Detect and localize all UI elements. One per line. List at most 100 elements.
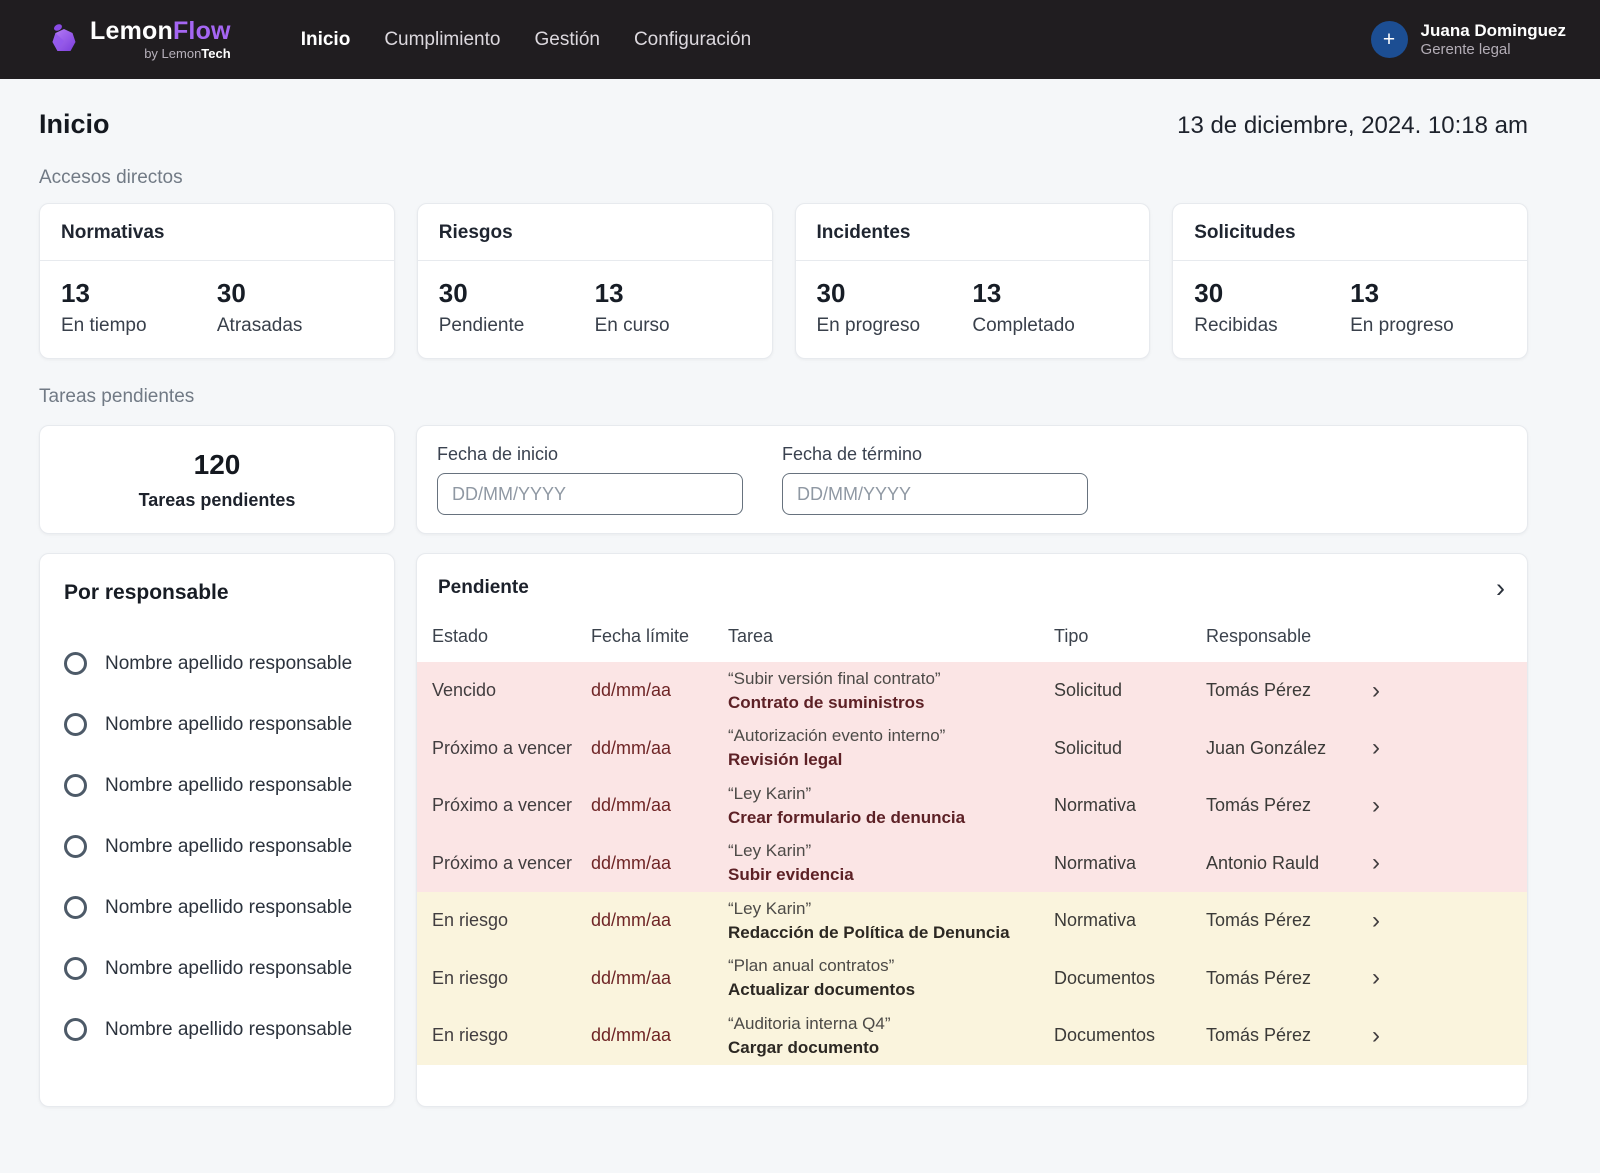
cell-tarea: “Plan anual contratos” Actualizar docume…: [728, 954, 1054, 1002]
cell-responsable: Tomás Pérez: [1206, 1025, 1372, 1046]
card-stat: 13 Completado: [972, 278, 1128, 337]
cell-responsable: Tomás Pérez: [1206, 680, 1372, 701]
responsible-option-label: Nombre apellido responsable: [105, 836, 352, 858]
table-row[interactable]: En riesgo dd/mm/aa “Plan anual contratos…: [417, 950, 1527, 1008]
pending-panel: Pendiente › Estado Fecha límite Tarea Ti…: [416, 553, 1528, 1107]
cell-tarea: “Autorización evento interno” Revisión l…: [728, 724, 1054, 772]
card-stat: 30 Atrasadas: [217, 278, 373, 337]
responsible-option[interactable]: Nombre apellido responsable: [64, 835, 370, 858]
nav-item[interactable]: Configuración: [634, 29, 751, 51]
task-quote: “Ley Karin”: [728, 897, 1054, 921]
nav-item[interactable]: Cumplimiento: [384, 29, 500, 51]
task-title: Contrato de suministros: [728, 691, 1054, 715]
responsible-option[interactable]: Nombre apellido responsable: [64, 774, 370, 797]
card-title: Solicitudes: [1173, 204, 1527, 261]
date-field-label: Fecha de término: [782, 444, 1088, 465]
tasks-count: 120: [194, 449, 241, 481]
cell-tipo: Normativa: [1054, 795, 1206, 816]
task-quote: “Plan anual contratos”: [728, 954, 1054, 978]
stat-label: En progreso: [817, 315, 973, 337]
shortcut-card[interactable]: Incidentes 30 En progreso 13 Completado: [795, 203, 1151, 359]
task-quote: “Auditoria interna Q4”: [728, 1012, 1054, 1036]
brand-logo[interactable]: LemonFlow by LemonTech: [48, 18, 231, 61]
nav-item[interactable]: Gestión: [534, 29, 599, 51]
date-input[interactable]: [437, 473, 743, 515]
stat-value: 13: [1350, 278, 1506, 309]
responsible-option-label: Nombre apellido responsable: [105, 897, 352, 919]
cell-responsable: Antonio Rauld: [1206, 853, 1372, 874]
col-responsable: Responsable: [1206, 626, 1372, 647]
radio-button-icon[interactable]: [64, 713, 87, 736]
shortcuts-section-label: Accesos directos: [39, 167, 1528, 189]
table-row[interactable]: En riesgo dd/mm/aa “Auditoria interna Q4…: [417, 1007, 1527, 1065]
cell-tarea: “Auditoria interna Q4” Cargar documento: [728, 1012, 1054, 1060]
cell-fecha-limite: dd/mm/aa: [591, 910, 728, 931]
stat-label: Atrasadas: [217, 315, 373, 337]
user-name: Juana Dominguez: [1421, 20, 1566, 41]
responsible-option[interactable]: Nombre apellido responsable: [64, 713, 370, 736]
cell-fecha-limite: dd/mm/aa: [591, 853, 728, 874]
task-quote: “Subir versión final contrato”: [728, 667, 1054, 691]
card-stat: 30 Recibidas: [1194, 278, 1350, 337]
card-stat: 13 En curso: [595, 278, 751, 337]
date-input[interactable]: [782, 473, 1088, 515]
cell-responsable: Tomás Pérez: [1206, 910, 1372, 931]
cell-fecha-limite: dd/mm/aa: [591, 1025, 728, 1046]
page-datetime: 13 de diciembre, 2024. 10:18 am: [1177, 112, 1528, 140]
radio-button-icon[interactable]: [64, 957, 87, 980]
tasks-section-label: Tareas pendientes: [39, 386, 1528, 408]
shortcut-cards: Normativas 13 En tiempo 30 Atrasadas Rie…: [39, 203, 1528, 359]
chevron-right-icon[interactable]: ›: [1372, 964, 1400, 992]
shortcut-card[interactable]: Riesgos 30 Pendiente 13 En curso: [417, 203, 773, 359]
responsible-option[interactable]: Nombre apellido responsable: [64, 957, 370, 980]
cell-tarea: “Ley Karin” Redacción de Política de Den…: [728, 897, 1054, 945]
stat-label: En tiempo: [61, 315, 217, 337]
responsible-option-label: Nombre apellido responsable: [105, 775, 352, 797]
radio-button-icon[interactable]: [64, 835, 87, 858]
cell-responsable: Tomás Pérez: [1206, 968, 1372, 989]
table-row[interactable]: Próximo a vencer dd/mm/aa “Autorización …: [417, 720, 1527, 778]
responsible-option[interactable]: Nombre apellido responsable: [64, 652, 370, 675]
table-row[interactable]: Vencido dd/mm/aa “Subir versión final co…: [417, 662, 1527, 720]
chevron-right-icon[interactable]: ›: [1372, 734, 1400, 762]
radio-button-icon[interactable]: [64, 652, 87, 675]
cell-responsable: Juan González: [1206, 738, 1372, 759]
radio-button-icon[interactable]: [64, 896, 87, 919]
stat-value: 13: [61, 278, 217, 309]
stat-value: 13: [595, 278, 751, 309]
nav-item[interactable]: Inicio: [301, 29, 351, 51]
cell-tipo: Solicitud: [1054, 680, 1206, 701]
table-row[interactable]: En riesgo dd/mm/aa “Ley Karin” Redacción…: [417, 892, 1527, 950]
cell-estado: Próximo a vencer: [432, 795, 591, 816]
user-menu[interactable]: + Juana Dominguez Gerente legal: [1371, 20, 1566, 60]
chevron-right-icon[interactable]: ›: [1372, 792, 1400, 820]
task-title: Crear formulario de denuncia: [728, 806, 1054, 830]
card-title: Riesgos: [418, 204, 772, 261]
table-row[interactable]: Próximo a vencer dd/mm/aa “Ley Karin” Cr…: [417, 777, 1527, 835]
responsible-option[interactable]: Nombre apellido responsable: [64, 1018, 370, 1041]
cell-tarea: “Subir versión final contrato” Contrato …: [728, 667, 1054, 715]
task-title: Subir evidencia: [728, 863, 1054, 887]
cell-fecha-limite: dd/mm/aa: [591, 968, 728, 989]
chevron-right-icon[interactable]: ›: [1372, 907, 1400, 935]
radio-button-icon[interactable]: [64, 774, 87, 797]
chevron-right-icon[interactable]: ›: [1372, 1022, 1400, 1050]
date-field-group: Fecha de inicio: [437, 444, 743, 515]
responsible-option[interactable]: Nombre apellido responsable: [64, 896, 370, 919]
responsible-option-label: Nombre apellido responsable: [105, 958, 352, 980]
table-row[interactable]: Próximo a vencer dd/mm/aa “Ley Karin” Su…: [417, 835, 1527, 893]
card-stat: 30 Pendiente: [439, 278, 595, 337]
user-avatar[interactable]: +: [1371, 21, 1408, 58]
table-body: Vencido dd/mm/aa “Subir versión final co…: [417, 662, 1527, 1065]
stat-label: Recibidas: [1194, 315, 1350, 337]
task-quote: “Ley Karin”: [728, 782, 1054, 806]
col-estado: Estado: [432, 626, 591, 647]
task-title: Revisión legal: [728, 748, 1054, 772]
shortcut-card[interactable]: Normativas 13 En tiempo 30 Atrasadas: [39, 203, 395, 359]
chevron-right-icon[interactable]: ›: [1496, 578, 1505, 598]
pending-title: Pendiente: [438, 577, 529, 599]
chevron-right-icon[interactable]: ›: [1372, 677, 1400, 705]
shortcut-card[interactable]: Solicitudes 30 Recibidas 13 En progreso: [1172, 203, 1528, 359]
chevron-right-icon[interactable]: ›: [1372, 849, 1400, 877]
radio-button-icon[interactable]: [64, 1018, 87, 1041]
